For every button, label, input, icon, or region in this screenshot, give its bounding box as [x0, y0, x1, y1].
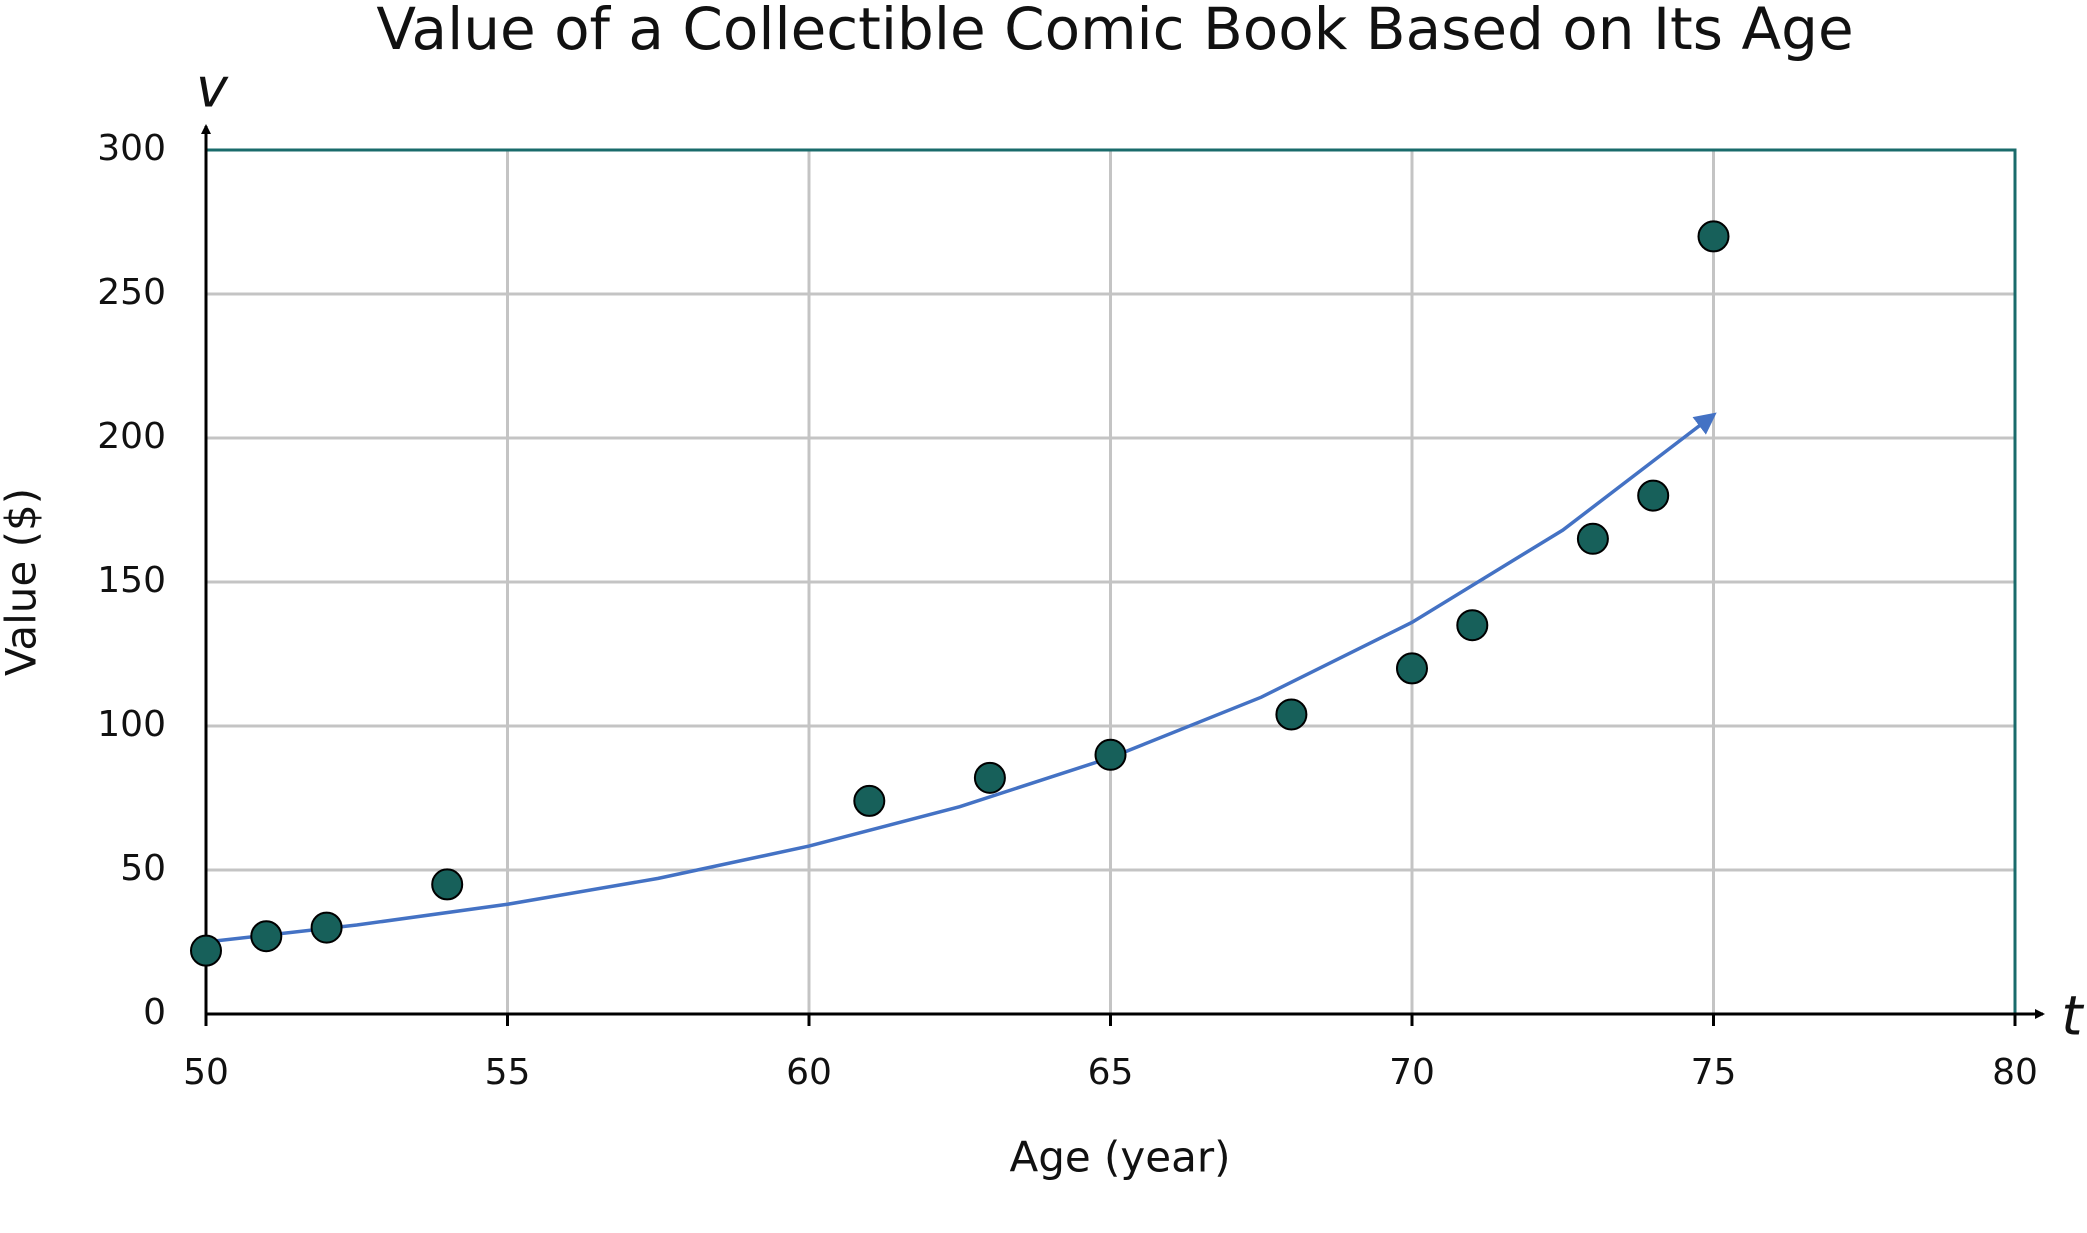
- data-point: [1576, 522, 1609, 555]
- data-point: [190, 934, 222, 967]
- data-point: [1275, 698, 1308, 731]
- y-tick-label: 250: [97, 272, 166, 313]
- y-tick-label: 150: [97, 560, 166, 601]
- data-point: [1094, 738, 1127, 771]
- x-tick-label: 60: [786, 1052, 832, 1093]
- x-tick-label: 75: [1691, 1052, 1737, 1093]
- x-tick-label: 70: [1389, 1052, 1435, 1093]
- y-tick-label: 100: [97, 704, 166, 745]
- x-tick-label: 65: [1088, 1052, 1134, 1093]
- plot-border: [206, 148, 2017, 1014]
- data-point: [310, 911, 343, 944]
- y-tick-label: 300: [97, 128, 166, 169]
- y-tick-label: 0: [143, 992, 166, 1033]
- y-tick-label: 200: [97, 416, 166, 457]
- x-tick-label: 50: [183, 1052, 229, 1093]
- chart-title: Value of a Collectible Comic Book Based …: [376, 0, 1853, 63]
- y-axis-title: Value ($): [0, 488, 46, 676]
- data-point: [1637, 479, 1670, 512]
- x-tick-label: 80: [1992, 1052, 2038, 1093]
- data-point: [1697, 220, 1730, 253]
- data-point: [431, 868, 464, 901]
- x-tick-label: 55: [485, 1052, 531, 1093]
- y-variable: v: [196, 57, 229, 120]
- trend-curve: [205, 412, 1717, 944]
- data-point: [1456, 609, 1489, 642]
- x-variable: t: [2061, 985, 2084, 1048]
- data-point: [973, 761, 1006, 794]
- data-point: [853, 784, 886, 817]
- x-axis-title: Age (year): [1009, 1133, 1230, 1182]
- data-point: [250, 920, 283, 953]
- data-point: [1396, 652, 1428, 685]
- y-tick-label: 50: [120, 848, 166, 889]
